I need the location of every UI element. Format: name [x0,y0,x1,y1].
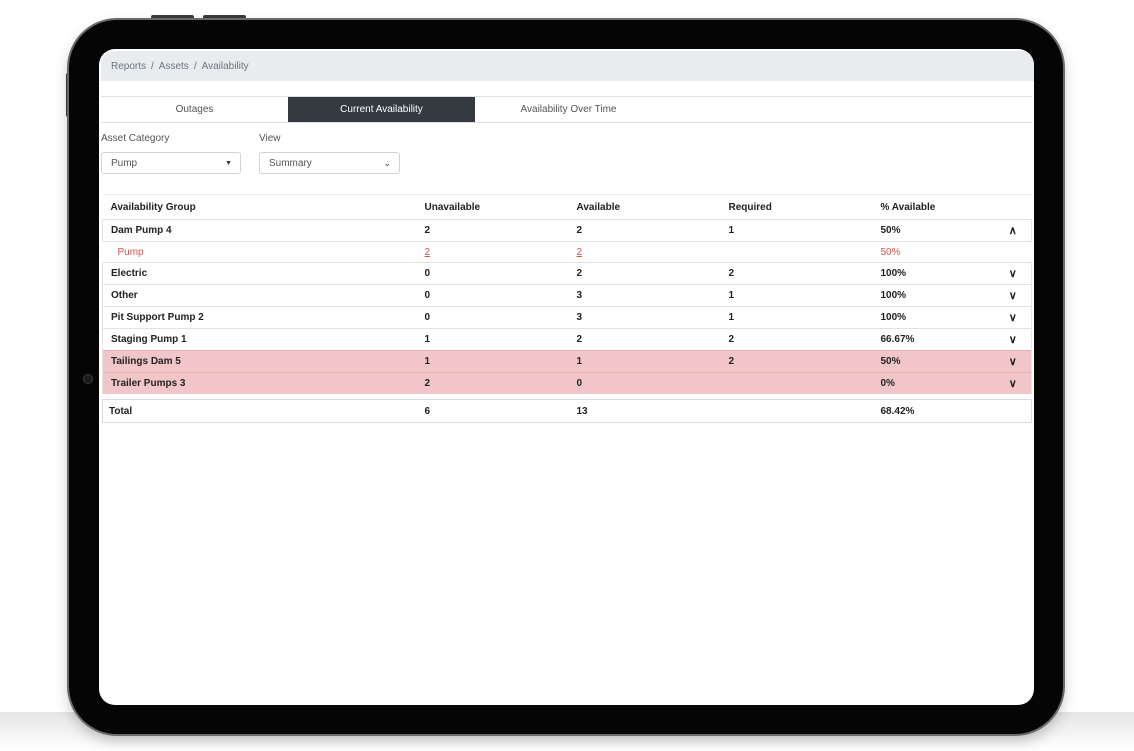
report-tabs: Outages Current Availability Availabilit… [101,96,1032,123]
tab-outages[interactable]: Outages [175,104,214,115]
chevron-down-icon[interactable]: ∨ [994,306,1032,329]
view-label: View [259,133,281,144]
unavailable-cell: 1 [416,350,569,373]
table-row-highlighted[interactable]: Tailings Dam 5 1 1 2 50% ∨ [102,350,1032,373]
percent-cell: 50% [872,219,995,242]
breadcrumb-separator: / [193,60,197,72]
table-row[interactable]: Pit Support Pump 2 0 3 1 100% ∨ [102,306,1032,329]
device-top-button [151,15,194,21]
chevron-down-icon[interactable]: ∨ [994,284,1032,307]
percent-cell: 100% [872,262,995,285]
total-label: Total [102,399,417,423]
unavailable-cell: 2 [416,219,569,242]
breadcrumb-separator: / [151,60,154,72]
tab-current-availability[interactable]: Current Availability [288,97,475,122]
group-name: Dam Pump 4 [102,219,417,242]
column-header: Available [568,194,721,220]
required-cell: 2 [720,328,873,351]
column-header-spacer [994,194,1032,220]
table-row-highlighted[interactable]: Trailer Pumps 3 2 0 0% ∨ [102,372,1032,394]
chevron-down-icon[interactable]: ∨ [994,372,1032,394]
chevron-down-icon[interactable]: ∨ [994,262,1032,285]
unavailable-cell: 2 [416,372,569,394]
group-name: Electric [102,262,417,285]
asset-category-value: Pump [111,157,138,169]
available-link[interactable]: 2 [568,241,721,263]
table-row[interactable]: Staging Pump 1 1 2 2 66.67% ∨ [102,328,1032,351]
column-header: Availability Group [102,194,417,220]
table-row[interactable]: Dam Pump 4 2 2 1 50% ∧ [102,219,1032,242]
empty-cell [994,241,1032,263]
unavailable-cell: 0 [416,262,569,285]
asset-name: Pump [102,241,417,263]
total-unavailable: 6 [416,399,569,423]
percent-cell: 50% [872,350,995,373]
table-header-row: Availability Group Unavailable Available… [102,194,1032,220]
unavailable-link[interactable]: 2 [416,241,569,263]
group-name: Trailer Pumps 3 [102,372,417,394]
chevron-up-icon[interactable]: ∧ [994,219,1032,242]
unavailable-cell: 0 [416,306,569,329]
breadcrumb-reports[interactable]: Reports [111,60,147,72]
camera-icon [83,374,93,384]
available-cell: 2 [568,219,721,242]
percent-cell: 100% [872,284,995,307]
app-screen: Reports / Assets / Availability Outages … [99,49,1034,705]
available-cell: 2 [568,328,721,351]
view-value: Summary [269,157,312,169]
unavailable-cell: 1 [416,328,569,351]
caret-down-icon: ▼ [225,159,232,167]
chevron-down-icon[interactable]: ∨ [994,328,1032,351]
tab-availability-over-time[interactable]: Availability Over Time [520,104,617,115]
group-name: Pit Support Pump 2 [102,306,417,329]
percent-cell: 0% [872,372,995,394]
available-cell: 0 [568,372,721,394]
column-header: Required [720,194,873,220]
view-select[interactable]: Summary ⌄ [259,152,400,174]
table-row[interactable]: Electric 0 2 2 100% ∨ [102,262,1032,285]
required-cell: 2 [720,262,873,285]
table-row[interactable]: Other 0 3 1 100% ∨ [102,284,1032,307]
column-header: Unavailable [416,194,569,220]
required-cell: 1 [720,306,873,329]
asset-category-select[interactable]: Pump ▼ [101,152,241,174]
total-row: Total 6 13 68.42% [102,399,1032,423]
available-cell: 2 [568,262,721,285]
required-cell: 1 [720,284,873,307]
total-percent: 68.42% [872,399,995,423]
group-name: Staging Pump 1 [102,328,417,351]
empty-cell [994,399,1032,423]
group-name: Tailings Dam 5 [102,350,417,373]
percent-cell: 100% [872,306,995,329]
column-header: % Available [872,194,995,220]
device-top-button [203,15,246,21]
chevron-down-icon[interactable]: ∨ [994,350,1032,373]
breadcrumb: Reports / Assets / Availability [101,51,1034,81]
required-cell: 1 [720,219,873,242]
required-cell [720,241,873,263]
required-cell [720,372,873,394]
total-required [720,399,873,423]
available-cell: 3 [568,284,721,307]
available-cell: 3 [568,306,721,329]
group-name: Other [102,284,417,307]
percent-cell: 50% [872,241,995,263]
asset-category-label: Asset Category [101,133,170,144]
percent-cell: 66.67% [872,328,995,351]
chevron-down-icon: ⌄ [383,157,391,168]
table-subrow: Pump 2 2 50% [102,241,1032,263]
available-cell: 1 [568,350,721,373]
availability-table: Availability Group Unavailable Available… [102,194,1032,423]
required-cell: 2 [720,350,873,373]
total-available: 13 [568,399,721,423]
breadcrumb-availability: Availability [201,60,249,72]
breadcrumb-assets[interactable]: Assets [158,60,189,72]
unavailable-cell: 0 [416,284,569,307]
